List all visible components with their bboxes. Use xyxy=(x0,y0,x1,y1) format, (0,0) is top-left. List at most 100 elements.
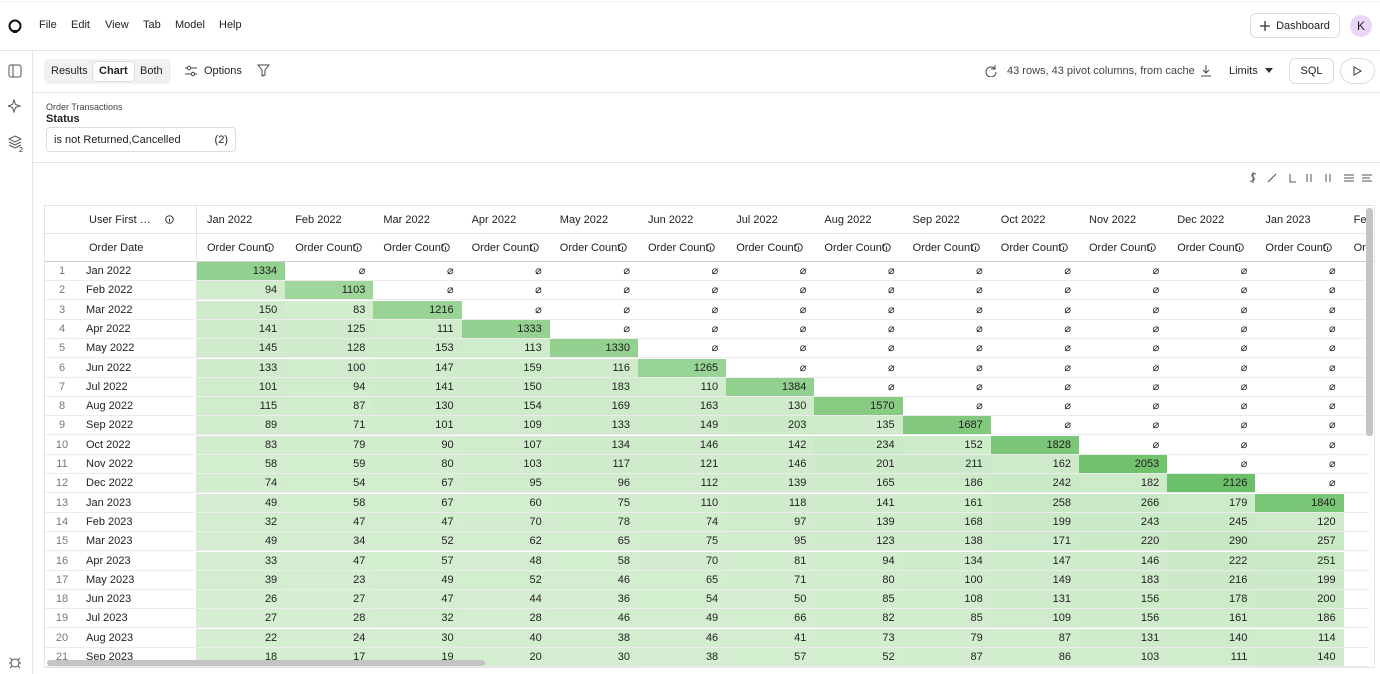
value-cell: 86 xyxy=(990,648,1079,667)
info-icon[interactable] xyxy=(1147,243,1156,252)
value-cell: 178 xyxy=(1167,590,1256,610)
value-cell: 32 xyxy=(197,512,286,532)
null-cell: ⌀ xyxy=(461,262,550,281)
row-border xyxy=(1343,571,1369,590)
column-header: Aug 2022 xyxy=(824,214,872,226)
value-cell: 52 xyxy=(814,648,903,667)
menu-item[interactable]: Model xyxy=(175,19,205,31)
panel-icon[interactable] xyxy=(8,64,22,78)
menu-item[interactable]: View xyxy=(105,19,129,31)
null-cell: ⌀ xyxy=(1079,281,1168,301)
info-icon[interactable] xyxy=(970,243,980,252)
measure-header: Order Count xyxy=(824,242,885,254)
sql-button[interactable]: SQL xyxy=(1289,58,1334,84)
value-cell: 87 xyxy=(902,648,991,667)
value-cell: 49 xyxy=(197,493,286,513)
h-scrollbar[interactable] xyxy=(47,660,485,666)
value-cell: 118 xyxy=(726,493,815,513)
info-icon[interactable] xyxy=(353,243,362,252)
filter-icon[interactable] xyxy=(257,64,270,77)
info-icon[interactable] xyxy=(1235,243,1244,252)
row-border xyxy=(1343,474,1369,494)
info-icon[interactable] xyxy=(265,243,274,252)
layers-icon[interactable] xyxy=(8,135,22,149)
null-cell: ⌀ xyxy=(902,378,991,397)
value-cell: 141 xyxy=(197,319,286,339)
value-cell: 57 xyxy=(726,648,815,667)
row-number: 20 xyxy=(45,629,79,648)
value-cell: 49 xyxy=(197,532,286,552)
limits-button[interactable]: Limits xyxy=(1229,65,1258,77)
row-label: Mar 2022 xyxy=(79,301,197,320)
value-cell: 183 xyxy=(1079,570,1168,590)
row-border xyxy=(1343,262,1369,281)
row-label: Jan 2023 xyxy=(79,494,197,513)
null-cell: ⌀ xyxy=(1167,416,1256,436)
ai-icon[interactable] xyxy=(8,99,22,113)
info-icon[interactable] xyxy=(529,243,539,252)
value-cell: 26 xyxy=(197,590,286,610)
value-cell: 130 xyxy=(726,397,815,417)
value-cell: 183 xyxy=(549,377,638,397)
row-border xyxy=(1343,281,1369,301)
refresh-icon[interactable] xyxy=(985,65,997,77)
avatar[interactable]: K xyxy=(1350,15,1372,37)
view-tab[interactable]: Chart xyxy=(93,62,134,81)
value-cell: 40 xyxy=(461,628,550,648)
v-scrollbar[interactable] xyxy=(1366,208,1373,436)
value-cell: 34 xyxy=(285,532,374,552)
value-cell: 165 xyxy=(814,474,903,494)
limits-caret xyxy=(1265,68,1273,73)
info-icon[interactable] xyxy=(706,243,715,252)
value-cell: 147 xyxy=(990,551,1079,571)
row-border xyxy=(1343,301,1369,320)
value-cell: 75 xyxy=(638,532,727,552)
value-cell: 33 xyxy=(197,551,286,571)
format-icons[interactable] xyxy=(1246,172,1376,184)
value-cell: 156 xyxy=(1079,590,1168,610)
info-icon[interactable] xyxy=(617,243,627,252)
value-cell: 30 xyxy=(549,648,638,667)
info-icon[interactable] xyxy=(1323,243,1333,252)
value-cell: 28 xyxy=(285,609,374,629)
menu-item[interactable]: Tab xyxy=(143,19,161,31)
dashboard-button[interactable]: Dashboard xyxy=(1250,13,1340,38)
row-border xyxy=(1343,513,1369,532)
filter-select[interactable]: is not Returned,Cancelled (2) xyxy=(46,127,236,152)
row-border xyxy=(1343,532,1369,552)
view-tab[interactable]: Both xyxy=(140,65,163,77)
null-cell: ⌀ xyxy=(1167,436,1256,455)
row-label: Sep 2022 xyxy=(79,416,197,436)
value-cell: 135 xyxy=(814,416,903,436)
download-icon[interactable] xyxy=(1200,65,1212,77)
value-cell: 182 xyxy=(1079,474,1168,494)
run-button[interactable] xyxy=(1340,58,1375,84)
null-cell: ⌀ xyxy=(1079,320,1168,339)
info-icon[interactable] xyxy=(1058,243,1068,252)
options-button[interactable]: Options xyxy=(204,65,242,77)
debug-icon[interactable] xyxy=(8,655,22,669)
value-cell: 120 xyxy=(1255,512,1344,532)
view-tab[interactable]: Results xyxy=(51,65,88,77)
measure-header: Order Count xyxy=(471,242,533,254)
info-icon[interactable] xyxy=(794,243,803,252)
info-icon[interactable] xyxy=(882,243,892,252)
options-icon[interactable] xyxy=(185,65,197,77)
row-border xyxy=(1343,397,1369,417)
menu-item[interactable]: Help xyxy=(219,19,242,31)
menu-item[interactable]: Edit xyxy=(71,19,90,31)
null-cell: ⌀ xyxy=(814,301,903,320)
value-cell: 100 xyxy=(285,358,374,378)
row-border xyxy=(1343,455,1369,474)
value-cell: 2053 xyxy=(1079,455,1168,474)
null-cell: ⌀ xyxy=(1255,262,1344,281)
value-cell: 96 xyxy=(549,474,638,494)
value-cell: 82 xyxy=(814,609,903,629)
null-cell: ⌀ xyxy=(726,320,815,339)
label-divider xyxy=(196,206,197,667)
value-cell: 140 xyxy=(1255,648,1344,667)
info-icon[interactable] xyxy=(165,215,174,224)
info-icon[interactable] xyxy=(441,243,451,252)
menu-item[interactable]: File xyxy=(39,19,57,31)
logo[interactable] xyxy=(8,19,22,33)
